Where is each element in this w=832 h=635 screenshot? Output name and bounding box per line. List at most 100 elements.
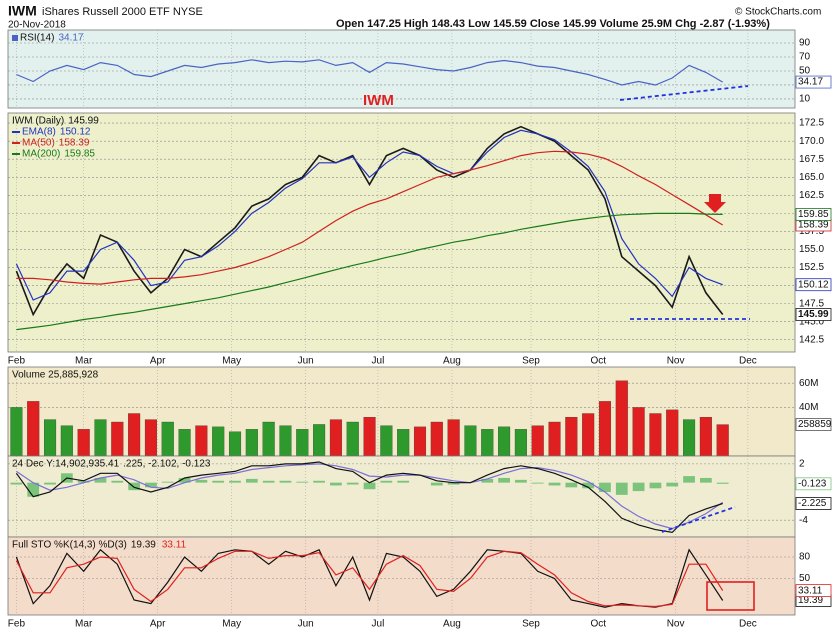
last-value-box <box>795 477 832 491</box>
y-tick-label: 147.5 <box>799 298 824 309</box>
credit: © StockCharts.com <box>735 7 821 18</box>
volume-bar <box>565 416 578 457</box>
volume-bar <box>128 413 141 457</box>
panels: 103050709034.17RSI(14)34.17142.5145.0147… <box>7 29 832 630</box>
x-tick-label: Apr <box>150 356 166 367</box>
x-tick-label: Feb <box>8 356 26 367</box>
histogram-bar <box>632 482 645 492</box>
last-value-label: 159.85 <box>798 209 829 220</box>
x-tick-label: Feb <box>8 619 26 630</box>
histogram-bar <box>77 480 90 483</box>
histogram-bar <box>447 482 460 485</box>
legend-swatch <box>12 35 18 41</box>
volume-bar <box>195 425 208 457</box>
volume-bar <box>498 426 511 457</box>
y-tick-label: 165.0 <box>799 172 824 183</box>
y-tick-label: -4 <box>799 515 808 526</box>
legend-value: 19.39 <box>131 540 156 551</box>
x-tick-label: Aug <box>443 619 461 630</box>
series-line <box>16 59 724 86</box>
histogram-bar <box>195 479 208 483</box>
last-value-label: 158.39 <box>798 220 829 231</box>
histogram-bar <box>582 482 595 489</box>
volume-bar <box>178 429 191 457</box>
histogram-bar <box>279 480 292 483</box>
histogram-bar <box>178 477 191 483</box>
histogram-bar <box>498 477 510 483</box>
histogram-bar <box>94 477 107 483</box>
histogram-bar <box>245 478 258 483</box>
volume-bar <box>111 421 124 457</box>
volume-bar <box>447 419 460 457</box>
series-line <box>16 212 723 331</box>
y-tick-label: 90 <box>799 38 811 49</box>
x-tick-label: Jun <box>298 619 314 630</box>
volume-bar <box>632 407 645 457</box>
legend-value: 159.85 <box>64 149 95 160</box>
volume-bar <box>245 429 258 457</box>
histogram-bar <box>262 480 275 483</box>
volume-bar <box>380 425 393 457</box>
x-tick-label: Oct <box>590 619 606 630</box>
x-tick-label: Nov <box>667 356 685 367</box>
last-value-box <box>795 75 832 89</box>
histogram-bar <box>296 481 309 483</box>
y-tick-label: 60M <box>799 378 818 389</box>
legend-value: 150.12 <box>60 127 91 138</box>
volume-bar <box>60 425 73 457</box>
histogram-bar <box>649 482 662 489</box>
histogram-bar <box>10 482 23 485</box>
y-tick-label: 50 <box>799 66 811 77</box>
x-tick-label: Oct <box>590 356 606 367</box>
volume-bar <box>296 429 309 457</box>
y-tick-label: 70 <box>799 52 811 63</box>
panel-label: 24 Dec Y:14,902,935.41 <box>12 459 120 470</box>
histogram-bar <box>229 480 241 483</box>
x-tick-label: Jun <box>298 356 314 367</box>
volume-bar <box>699 416 712 457</box>
legend-name: RSI(14) <box>20 33 54 44</box>
panel-background <box>7 29 796 109</box>
volume-bar <box>430 421 443 457</box>
y-tick-label: 170.0 <box>799 136 824 147</box>
volume-bar <box>262 421 275 457</box>
histogram-bar <box>666 482 679 487</box>
legend-name: IWM (Daily) <box>12 116 64 127</box>
highlight-box <box>706 581 755 611</box>
x-tick-label: Jul <box>372 356 385 367</box>
x-tick-label: Mar <box>75 619 93 630</box>
legend-name: MA(200) <box>22 149 60 160</box>
last-value-label: 33.11 <box>798 585 823 596</box>
x-tick-label: Nov <box>667 619 685 630</box>
histogram-bar <box>515 479 527 483</box>
x-tick-label: Sep <box>522 356 540 367</box>
y-tick-label: 172.5 <box>799 118 824 129</box>
y-tick-label: 50 <box>799 573 811 584</box>
histogram-bar <box>212 480 225 483</box>
series-line <box>15 125 724 317</box>
legend-value: 34.17 <box>58 33 83 44</box>
volume-bar <box>161 421 174 457</box>
last-value-label: -2.225 <box>798 498 827 509</box>
histogram-bar <box>683 476 695 483</box>
legend-value: 145.99 <box>68 116 99 127</box>
annotation: IWM <box>363 92 394 109</box>
y-tick-label: 2 <box>799 459 805 470</box>
histogram-bar <box>161 481 174 483</box>
down-arrow <box>704 194 726 213</box>
last-value-box <box>795 584 832 598</box>
date: 20-Nov-2018 <box>8 20 66 31</box>
volume-bar <box>77 429 90 457</box>
volume-bar <box>615 380 628 457</box>
last-value-label: 19.39 <box>798 595 823 606</box>
last-value-label: 25885928 <box>798 419 832 430</box>
volume-bar <box>514 429 527 457</box>
x-tick-label: Sep <box>522 619 540 630</box>
y-tick-label: 167.5 <box>799 154 824 165</box>
panel-background <box>7 455 796 538</box>
symbol: IWM <box>8 3 37 19</box>
y-tick-label: 162.5 <box>799 190 824 201</box>
legend-name: MA(50) <box>22 138 55 149</box>
volume-bar <box>666 409 679 457</box>
